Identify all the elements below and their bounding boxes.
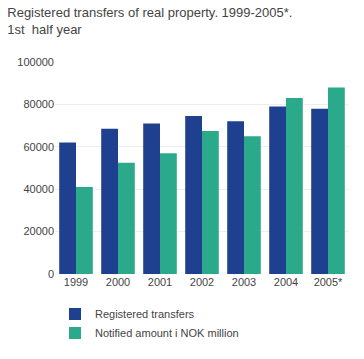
svg-text:Registered transfers: Registered transfers bbox=[95, 308, 195, 320]
svg-text:2000: 2000 bbox=[106, 276, 130, 288]
svg-text:2002: 2002 bbox=[190, 276, 214, 288]
svg-text:2003: 2003 bbox=[232, 276, 256, 288]
svg-text:20000: 20000 bbox=[23, 225, 54, 237]
svg-text:80000: 80000 bbox=[23, 98, 54, 110]
svg-text:60000: 60000 bbox=[23, 141, 54, 153]
svg-text:2001: 2001 bbox=[148, 276, 172, 288]
svg-text:100000: 100000 bbox=[17, 56, 54, 68]
svg-text:Registered transfers of real p: Registered transfers of real property. 1… bbox=[7, 5, 292, 37]
svg-text:0: 0 bbox=[48, 268, 54, 280]
svg-text:Notified amount i NOK million: Notified amount i NOK million bbox=[95, 327, 239, 339]
svg-text:40000: 40000 bbox=[23, 183, 54, 195]
svg-text:1999: 1999 bbox=[64, 276, 88, 288]
svg-text:2005*: 2005* bbox=[314, 276, 343, 288]
svg-text:2004: 2004 bbox=[274, 276, 298, 288]
